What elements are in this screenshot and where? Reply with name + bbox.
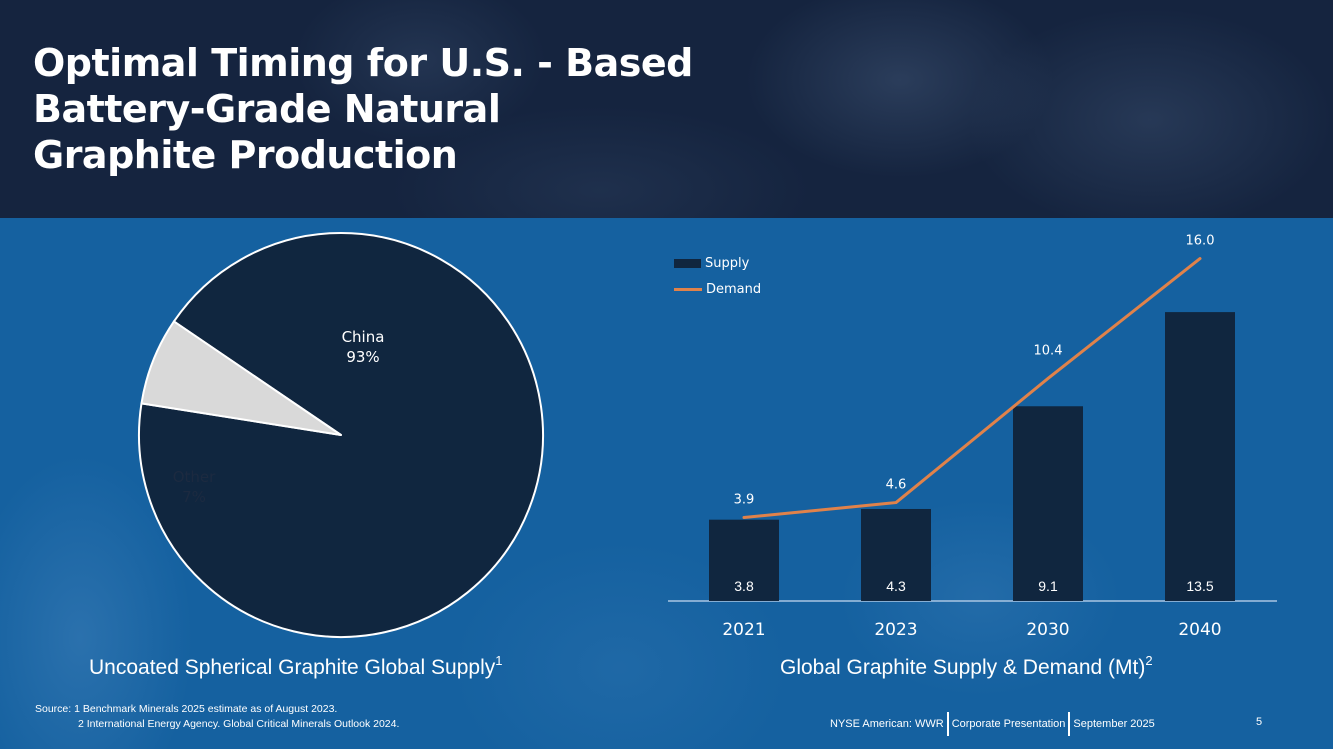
supply-swatch-icon (674, 258, 701, 268)
footer: NYSE American: WWR Corporate Presentatio… (830, 712, 1155, 736)
supply-bar-2040 (1165, 312, 1235, 601)
demand-value-label: 16.0 (1186, 234, 1215, 249)
x-tick-label: 2023 (874, 620, 917, 640)
legend-item-supply: Supply (674, 250, 761, 276)
pie-footnote-ref: 1 (495, 653, 503, 668)
x-tick-label: 2030 (1026, 620, 1069, 640)
bar-footnote-ref: 2 (1145, 653, 1153, 668)
demand-value-label: 10.4 (1034, 343, 1063, 358)
pie-chart-svg (138, 232, 544, 638)
x-tick-label: 2040 (1178, 620, 1221, 640)
pie-slice-other (140, 320, 342, 436)
supply-bar-2030 (1013, 406, 1083, 601)
pie-chart: China 93% Other 7% (137, 231, 545, 639)
chart-legend: Supply Demand (674, 250, 761, 302)
source-notes: Source: 1 Benchmark Minerals 2025 estima… (35, 702, 399, 732)
bar-chart-title: Global Graphite Supply & Demand (Mt)2 (780, 653, 1153, 680)
demand-value-label: 4.6 (886, 478, 907, 493)
bar-line-chart: 3.8 2021 4.3 2023 9.1 2030 13.5 2040 3.9 4.6 10.4 1… (660, 220, 1300, 650)
source-1: 1 Benchmark Minerals 2025 estimate as of… (74, 703, 338, 715)
supply-value-label: 4.3 (886, 578, 906, 594)
footer-ticker: NYSE American: WWR (830, 718, 944, 730)
x-tick-label: 2021 (722, 620, 765, 640)
legend-label-supply: Supply (705, 255, 750, 271)
pie-label-china-name: China (341, 328, 385, 346)
pie-label-other-name: Other (172, 468, 216, 486)
header-band (0, 0, 1333, 218)
pie-label-other-value: 7% (182, 488, 206, 506)
legend-item-demand: Demand (674, 276, 761, 302)
pie-label-other: Other 7% (154, 467, 234, 507)
source-2: 2 International Energy Agency. Global Cr… (78, 718, 400, 730)
pie-chart-title: Uncoated Spherical Graphite Global Suppl… (89, 653, 503, 680)
supply-value-label: 13.5 (1186, 578, 1213, 594)
slide-title: Optimal Timing for U.S. - Based Battery-… (33, 41, 693, 177)
footer-date: September 2025 (1073, 718, 1155, 730)
footer-divider (946, 712, 949, 736)
supply-bar-2021 (709, 519, 779, 601)
bar-line-chart-svg: 3.8 2021 4.3 2023 9.1 2030 13.5 2040 3.9 4.6 10.4 1… (668, 234, 1277, 640)
source-prefix: Source: (35, 703, 72, 715)
legend-label-demand: Demand (706, 281, 762, 297)
pie-label-china: China 93% (323, 327, 403, 367)
footer-document: Corporate Presentation (951, 718, 1066, 730)
demand-value-label: 3.9 (734, 493, 755, 508)
demand-swatch-icon (674, 287, 702, 291)
bar-chart-title-text: Global Graphite Supply & Demand (Mt) (780, 656, 1146, 679)
page-number: 5 (1256, 716, 1263, 728)
footer-divider (1068, 712, 1071, 736)
demand-line (742, 257, 1202, 520)
supply-value-label: 9.1 (1038, 578, 1058, 594)
supply-bar-2023 (861, 508, 931, 601)
supply-value-label: 3.8 (734, 578, 754, 594)
pie-chart-title-text: Uncoated Spherical Graphite Global Suppl… (89, 656, 496, 679)
pie-label-china-value: 93% (346, 348, 380, 366)
